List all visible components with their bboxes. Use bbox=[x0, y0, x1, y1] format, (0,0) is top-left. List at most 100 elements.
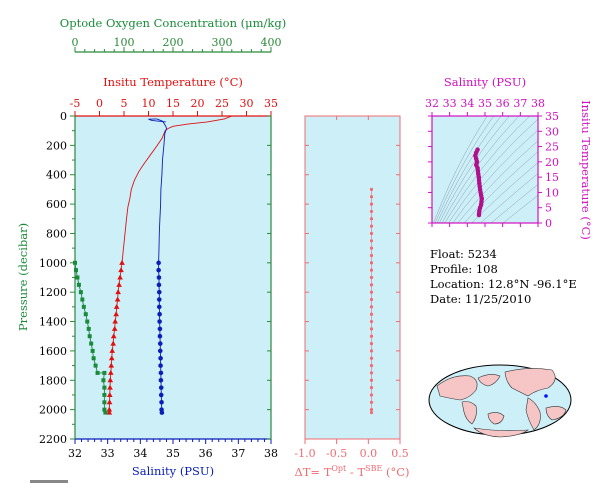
ts-plot-area bbox=[432, 116, 538, 223]
salinity-tick-label: 36 bbox=[199, 447, 213, 460]
temperature-point bbox=[111, 325, 118, 331]
world-map bbox=[428, 364, 572, 438]
float-id: Float: 5234 bbox=[430, 247, 497, 261]
oxygen-point bbox=[102, 392, 107, 397]
oxygen-point bbox=[103, 410, 108, 415]
oxygen-tick-label: 300 bbox=[212, 36, 233, 49]
temperature-point bbox=[110, 340, 117, 346]
temperature-tick-label: 10 bbox=[142, 97, 156, 110]
ts-x-tick-label: 37 bbox=[513, 97, 527, 110]
delta-point bbox=[369, 195, 374, 199]
oxygen-tick-label: 200 bbox=[163, 36, 184, 49]
delta-point bbox=[369, 356, 374, 360]
temperature-tick-label: 35 bbox=[264, 97, 278, 110]
delta-point bbox=[369, 393, 374, 397]
ts-y-tick-label: 15 bbox=[545, 171, 559, 184]
salinity-point bbox=[156, 304, 162, 310]
oxygen-point bbox=[102, 385, 107, 390]
salinity-point bbox=[156, 260, 161, 266]
delta-point bbox=[369, 312, 374, 316]
pressure-tick-label: 600 bbox=[46, 198, 67, 211]
salinity-point bbox=[157, 319, 162, 324]
ts-panel: 32 33 34 35 36 37 38 0 5 10 15 20 25 30 35 Salinity (P… bbox=[425, 75, 593, 240]
delta-point bbox=[369, 378, 374, 382]
oxygen-point bbox=[93, 363, 98, 368]
temperature-tick-label: 20 bbox=[191, 97, 205, 110]
profile-series bbox=[73, 115, 232, 415]
salinity-point bbox=[159, 399, 164, 405]
pressure-tick-label: 2000 bbox=[39, 404, 67, 417]
pressure-tick-label: 1800 bbox=[39, 374, 67, 387]
delta-point bbox=[369, 224, 374, 228]
salinity-point bbox=[158, 392, 164, 398]
temperature-tick-label: 0 bbox=[96, 97, 103, 110]
oxygen-point bbox=[86, 326, 91, 331]
delta-point bbox=[369, 349, 374, 353]
salinity-surface-hook bbox=[148, 118, 166, 123]
salinity-tick-label: 33 bbox=[101, 447, 115, 460]
oxygen-point bbox=[78, 290, 83, 295]
oxygen-point bbox=[91, 356, 96, 361]
delta-point bbox=[369, 305, 374, 309]
delta-point bbox=[369, 239, 374, 243]
salinity-tick-label: 35 bbox=[166, 447, 180, 460]
delta-frame bbox=[304, 115, 401, 440]
delta-tick-label: -1.0 bbox=[294, 447, 315, 460]
ts-y-tick-label: 0 bbox=[545, 217, 552, 230]
salinity-point bbox=[158, 355, 163, 361]
temperature-point bbox=[115, 289, 121, 295]
ts-y-tick-label: 10 bbox=[545, 186, 559, 199]
ts-point bbox=[476, 212, 482, 218]
temperature-point bbox=[112, 318, 118, 324]
ts-isopycnal bbox=[433, 116, 488, 223]
oxygen-point bbox=[89, 341, 94, 346]
ts-x-tick-label: 32 bbox=[425, 97, 439, 110]
pressure-tick-label: 1600 bbox=[39, 345, 67, 358]
oxygen-point bbox=[90, 348, 95, 353]
ts-y-axis-title: Insitu Temperature (°C) bbox=[579, 100, 593, 240]
delta-point bbox=[369, 187, 374, 192]
profile-number: Profile: 108 bbox=[430, 262, 498, 276]
salinity-point bbox=[158, 370, 164, 376]
pressure-tick-label: 2200 bbox=[39, 433, 67, 446]
salinity-point bbox=[157, 326, 163, 332]
salinity-line bbox=[156, 118, 167, 263]
temperature-point bbox=[106, 399, 113, 405]
float-location-marker bbox=[544, 394, 548, 398]
delta-plot-area bbox=[305, 116, 400, 439]
ts-isopycnal bbox=[436, 116, 502, 223]
delta-point bbox=[369, 319, 374, 324]
delta-point bbox=[369, 290, 374, 294]
delta-point bbox=[369, 341, 374, 346]
temperature-line-deep bbox=[108, 262, 123, 413]
pressure-tick-label: 1000 bbox=[39, 257, 67, 270]
ts-isopycnal bbox=[439, 116, 510, 223]
salinity-point bbox=[157, 348, 163, 354]
salinity-point bbox=[156, 297, 162, 302]
salinity-tick-label: 38 bbox=[264, 447, 278, 460]
temperature-point bbox=[107, 384, 113, 390]
delta-point bbox=[369, 363, 374, 368]
ts-y-tick-label: 25 bbox=[545, 141, 559, 154]
salinity-point bbox=[158, 385, 164, 390]
salinity-point bbox=[156, 267, 161, 273]
ts-x-tick-label: 34 bbox=[460, 97, 474, 110]
date: Date: 11/25/2010 bbox=[430, 292, 531, 306]
oxygen-tick-label: 0 bbox=[72, 36, 79, 49]
delta-tick-label: 0.5 bbox=[391, 447, 409, 460]
ts-y-tick-label: 5 bbox=[545, 202, 552, 215]
oxygen-point bbox=[102, 400, 107, 405]
temperature-tick-label: -5 bbox=[70, 97, 81, 110]
delta-panel: -1.0 -0.5 0.0 0.5 ΔT= TOpt - TSBE (°C) bbox=[294, 115, 410, 479]
oxygen-point bbox=[102, 370, 107, 375]
delta-point bbox=[369, 410, 374, 415]
temperature-point bbox=[118, 267, 124, 273]
oxygen-point bbox=[75, 275, 80, 280]
temperature-point bbox=[119, 259, 125, 265]
oxygen-point bbox=[80, 297, 85, 302]
delta-point bbox=[369, 209, 374, 214]
delta-point bbox=[369, 334, 374, 338]
delta-point bbox=[369, 400, 374, 404]
temperature-point bbox=[106, 409, 113, 415]
